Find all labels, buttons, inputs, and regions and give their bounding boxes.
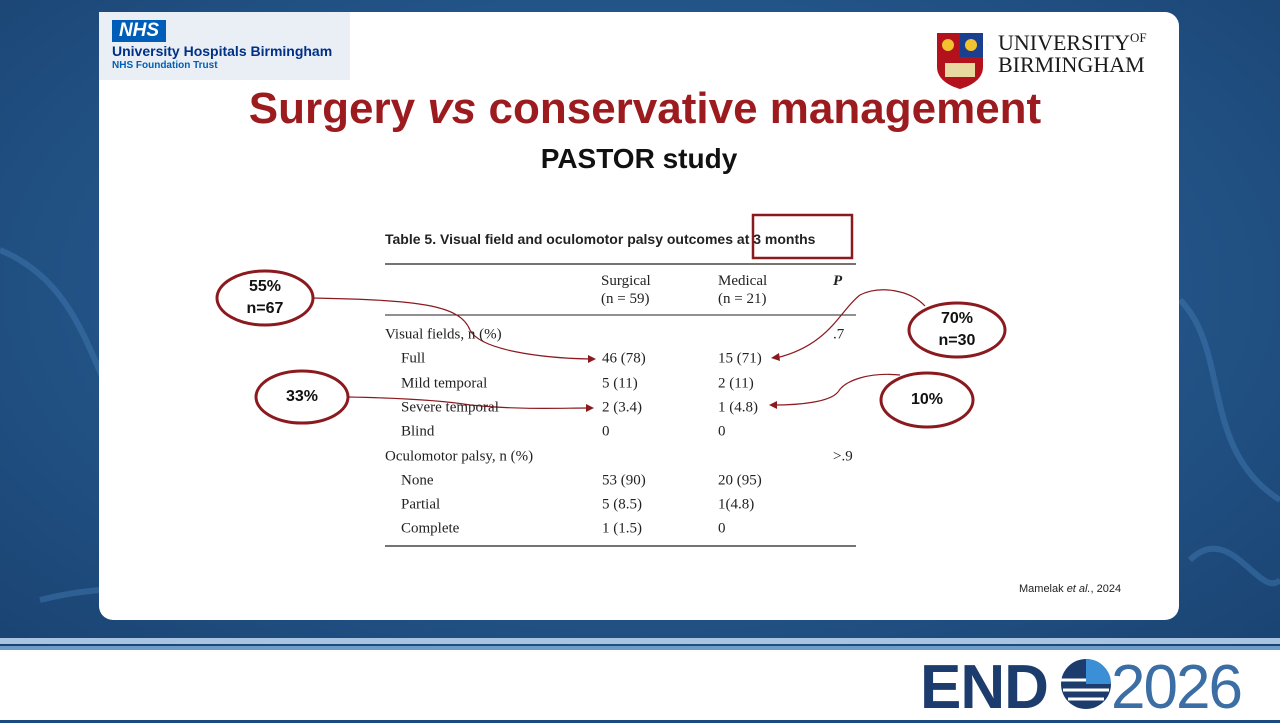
surgical-value: 5 (8.5) [602,496,642,513]
group-label: Visual fields, n (%) [385,326,502,343]
callout-text: n=30 [938,332,976,349]
title-italic: vs [427,84,477,133]
university-of: OF [1130,30,1147,45]
medical-value: 0 [718,423,726,440]
table-caption: Table 5. Visual field and oculomotor pal… [385,231,815,247]
callout: 70% n=30 [909,308,1005,352]
callout-text: 10% [910,391,944,408]
endo-logo-left: END [920,653,1049,722]
callout-text: 33% [285,388,319,405]
row-label: None [401,472,434,489]
title: Surgery vs conservative management [0,84,1280,134]
medical-value: 2 (11) [718,375,754,392]
medical-value: 0 [718,520,726,537]
caption-highlight: at 3 months [736,231,816,247]
university-name: UNIVERSITYOF [998,30,1147,56]
endo-logo-right: 2026 [1111,653,1243,722]
citation-year: , 2024 [1090,583,1122,595]
nhs-foundation: NHS Foundation Trust [112,60,218,71]
subtitle: PASTOR study [540,143,738,174]
p-header: P [833,273,843,289]
callout-text: n=67 [246,300,284,317]
nhs-trust-name: University Hospitals Birmingham [112,43,333,59]
row-label: Severe temporal [401,399,499,416]
citation-etal: et al. [1066,583,1091,595]
callout: 33% [254,386,350,408]
callout: 55% n=67 [217,276,313,320]
university: UNIVERSITY [998,30,1130,55]
medical-value: 1 (4.8) [718,399,758,416]
surgical-value: 2 (3.4) [602,399,642,416]
column-n: (n = 59) [601,291,650,307]
title-part: Surgery [248,84,416,133]
nhs-badge: NHS [118,20,160,41]
medical-value: 20 (95) [718,472,762,489]
p-value: .7 [833,326,845,343]
p-value: >.9 [833,448,853,464]
surgical-value: 53 (90) [602,472,646,489]
row-label: Partial [401,496,441,513]
row-label: Complete [401,520,460,537]
medical-value: 1(4.8) [718,496,755,513]
surgical-value: 0 [602,423,610,440]
university-city: BIRMINGHAM [998,52,1145,77]
citation-author: Mamelak [1019,583,1064,595]
row-label: Blind [401,423,435,440]
row-label: Full [401,350,426,367]
citation: Mamelak et al., 2024 [1019,583,1121,595]
column-header: Surgical [601,273,651,289]
callout: 10% [879,389,975,411]
group-label: Oculomotor palsy, n (%) [385,448,534,464]
row-label: Mild temporal [401,375,488,392]
caption: Table 5. Visual field and oculomotor pal… [385,231,734,247]
medical-value: 15 (71) [718,350,762,367]
surgical-value: 46 (78) [602,350,646,367]
column-n: (n = 21) [718,291,767,307]
callout-text: 55% [248,278,282,295]
column-header: Medical [718,273,768,289]
surgical-value: 1 (1.5) [602,520,642,537]
surgical-value: 5 (11) [602,375,638,392]
title-part: conservative management [488,84,1042,133]
callout-text: 70% [940,310,974,327]
